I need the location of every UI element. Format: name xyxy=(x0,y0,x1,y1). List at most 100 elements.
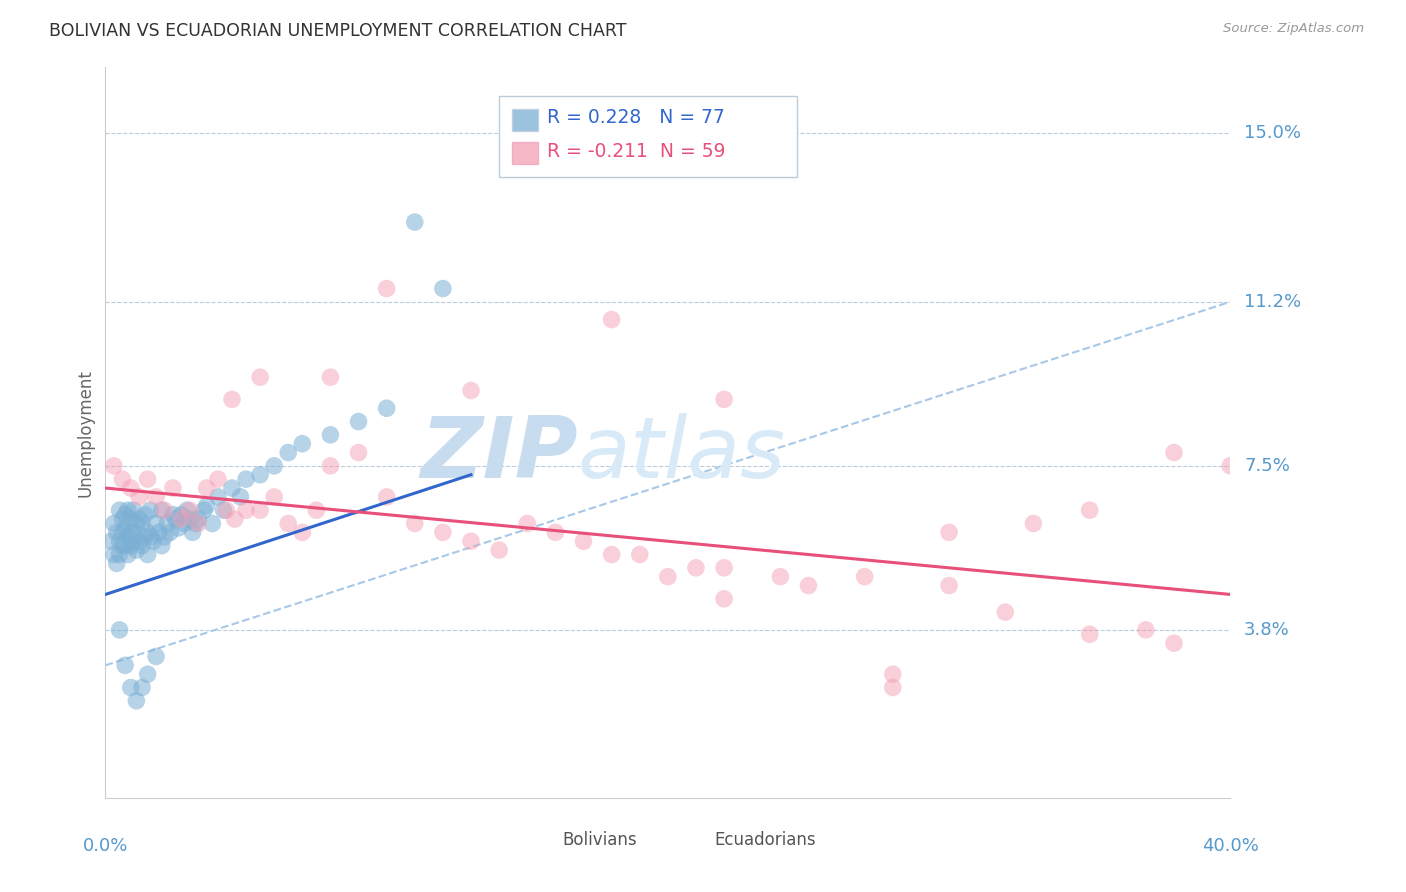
Point xyxy=(249,467,271,482)
Point xyxy=(404,516,426,531)
Point xyxy=(100,534,122,549)
Point xyxy=(136,548,159,562)
Point xyxy=(120,681,142,695)
Point xyxy=(159,525,181,540)
Point xyxy=(170,512,193,526)
Point xyxy=(375,281,398,295)
Point xyxy=(108,548,131,562)
Point xyxy=(125,516,148,531)
Text: 0.0%: 0.0% xyxy=(83,838,128,855)
Point xyxy=(685,561,707,575)
Point xyxy=(212,503,235,517)
Point xyxy=(156,516,179,531)
Point xyxy=(657,570,679,584)
Point xyxy=(170,508,193,522)
Point xyxy=(319,458,342,473)
Point xyxy=(600,312,623,326)
Point xyxy=(201,516,224,531)
Point xyxy=(572,534,595,549)
Text: 3.8%: 3.8% xyxy=(1244,621,1289,639)
Point xyxy=(319,370,342,384)
Point xyxy=(105,525,128,540)
Point xyxy=(120,525,142,540)
Point xyxy=(193,503,215,517)
Point xyxy=(713,561,735,575)
Point xyxy=(181,525,204,540)
Point xyxy=(128,534,150,549)
Point xyxy=(713,591,735,606)
Point xyxy=(347,445,370,459)
Point xyxy=(117,503,139,517)
Point xyxy=(162,508,184,522)
Point xyxy=(111,525,134,540)
Point xyxy=(305,503,328,517)
Point xyxy=(404,215,426,229)
Point xyxy=(167,521,190,535)
Point xyxy=(131,539,153,553)
Point xyxy=(347,415,370,429)
Point xyxy=(108,534,131,549)
Point xyxy=(938,525,960,540)
Point xyxy=(229,490,252,504)
Point xyxy=(131,516,153,531)
Point xyxy=(103,458,125,473)
Point xyxy=(131,681,153,695)
Point xyxy=(120,512,142,526)
Point xyxy=(277,445,299,459)
Text: 11.2%: 11.2% xyxy=(1244,293,1302,310)
Point xyxy=(432,525,454,540)
Point xyxy=(128,490,150,504)
Point xyxy=(176,503,198,517)
Bar xyxy=(512,142,538,164)
Text: Bolivians: Bolivians xyxy=(562,831,637,849)
Point xyxy=(117,530,139,544)
Text: Source: ZipAtlas.com: Source: ZipAtlas.com xyxy=(1223,22,1364,36)
Point xyxy=(516,516,538,531)
Point xyxy=(432,281,454,295)
Point xyxy=(114,658,136,673)
Point xyxy=(488,543,510,558)
Point xyxy=(291,436,314,450)
Point xyxy=(277,516,299,531)
Point xyxy=(544,525,567,540)
Text: atlas: atlas xyxy=(578,413,786,496)
Text: Ecuadorians: Ecuadorians xyxy=(714,831,815,849)
Point xyxy=(134,508,156,522)
Point xyxy=(108,503,131,517)
Point xyxy=(1022,516,1045,531)
Text: R = 0.228   N = 77: R = 0.228 N = 77 xyxy=(547,108,725,127)
Point xyxy=(1078,627,1101,641)
Point xyxy=(263,458,285,473)
Point xyxy=(994,605,1017,619)
Point xyxy=(145,649,167,664)
Point xyxy=(460,384,482,398)
Point xyxy=(179,503,201,517)
Point xyxy=(1163,445,1185,459)
Text: BOLIVIAN VS ECUADORIAN UNEMPLOYMENT CORRELATION CHART: BOLIVIAN VS ECUADORIAN UNEMPLOYMENT CORR… xyxy=(49,22,627,40)
Text: R = -0.211  N = 59: R = -0.211 N = 59 xyxy=(547,142,725,161)
Point xyxy=(853,570,876,584)
Point xyxy=(125,543,148,558)
Bar xyxy=(682,829,710,851)
Point xyxy=(1078,503,1101,517)
Point xyxy=(142,534,165,549)
Text: 7.5%: 7.5% xyxy=(1244,457,1291,475)
Point xyxy=(148,525,170,540)
Point xyxy=(153,503,176,517)
Point xyxy=(215,503,238,517)
Point xyxy=(249,503,271,517)
Point xyxy=(319,427,342,442)
Point xyxy=(207,490,229,504)
Point xyxy=(120,539,142,553)
Point xyxy=(1219,458,1241,473)
Point xyxy=(460,534,482,549)
Point xyxy=(103,516,125,531)
Point xyxy=(128,512,150,526)
Point xyxy=(221,392,243,407)
Point xyxy=(145,490,167,504)
Point xyxy=(235,503,257,517)
Point xyxy=(122,503,145,517)
Text: 40.0%: 40.0% xyxy=(1202,838,1258,855)
Point xyxy=(184,516,207,531)
Point xyxy=(600,548,623,562)
